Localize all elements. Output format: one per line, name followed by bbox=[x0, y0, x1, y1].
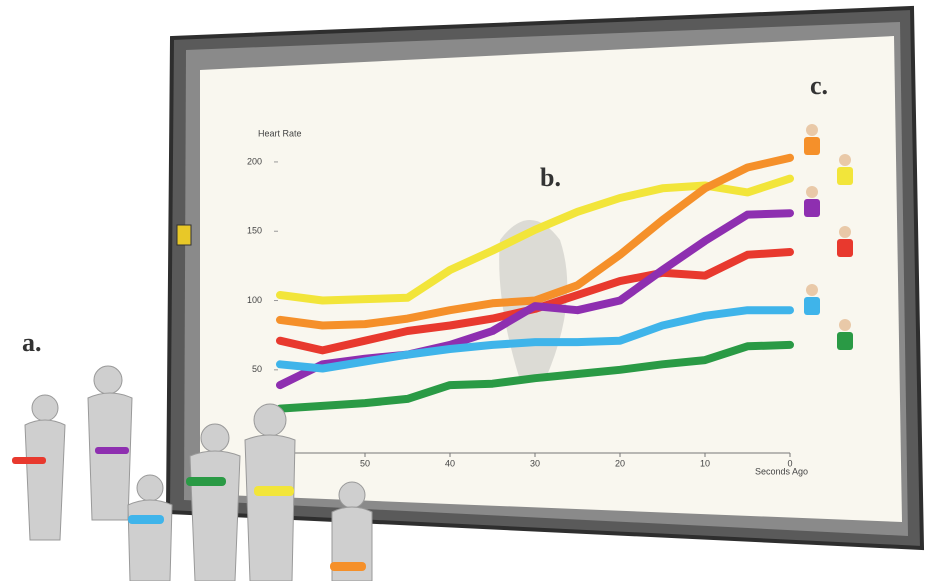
x-tick-label: 40 bbox=[445, 458, 455, 468]
avatar-body bbox=[837, 167, 853, 185]
sensor-band bbox=[12, 457, 46, 464]
person-head bbox=[32, 395, 58, 421]
person-head bbox=[201, 424, 229, 452]
avatar-head bbox=[806, 186, 818, 198]
frame-tag bbox=[177, 225, 191, 245]
x-tick-label: 50 bbox=[360, 458, 370, 468]
sensor-band bbox=[128, 515, 164, 524]
avatar-body bbox=[804, 297, 820, 315]
annotation: c. bbox=[810, 71, 828, 100]
x-tick-label: 0 bbox=[787, 458, 792, 468]
annotation: a. bbox=[22, 328, 42, 357]
avatar-body bbox=[804, 137, 820, 155]
sensor-band bbox=[186, 477, 226, 486]
person-head bbox=[339, 482, 365, 508]
avatar-body bbox=[804, 199, 820, 217]
avatar-head bbox=[806, 284, 818, 296]
person-body bbox=[128, 500, 172, 581]
y-tick-label: 50 bbox=[252, 364, 262, 374]
avatar-head bbox=[806, 124, 818, 136]
sensor-band bbox=[254, 486, 294, 496]
y-tick-label: 200 bbox=[247, 156, 262, 166]
x-axis-label: Seconds Ago bbox=[755, 466, 808, 476]
annotation: b. bbox=[540, 163, 561, 192]
person-body bbox=[25, 420, 65, 540]
person-body bbox=[190, 451, 240, 581]
sensor-band bbox=[95, 447, 129, 454]
y-axis-label: Heart Rate bbox=[258, 128, 302, 138]
scene: Heart Rate Seconds Ago a. b. c. 50100150… bbox=[0, 0, 926, 581]
avatar-body bbox=[837, 332, 853, 350]
x-tick-label: 20 bbox=[615, 458, 625, 468]
x-tick-label: 10 bbox=[700, 458, 710, 468]
avatar-head bbox=[839, 319, 851, 331]
avatar-head bbox=[839, 154, 851, 166]
x-tick-label: 30 bbox=[530, 458, 540, 468]
person-body bbox=[245, 435, 295, 581]
person-head bbox=[254, 404, 286, 436]
y-tick-label: 100 bbox=[247, 295, 262, 305]
avatar-body bbox=[837, 239, 853, 257]
person-head bbox=[94, 366, 122, 394]
sensor-band bbox=[330, 562, 366, 571]
person-head bbox=[137, 475, 163, 501]
y-tick-label: 150 bbox=[247, 226, 262, 236]
avatar-head bbox=[839, 226, 851, 238]
person-body bbox=[88, 393, 132, 520]
